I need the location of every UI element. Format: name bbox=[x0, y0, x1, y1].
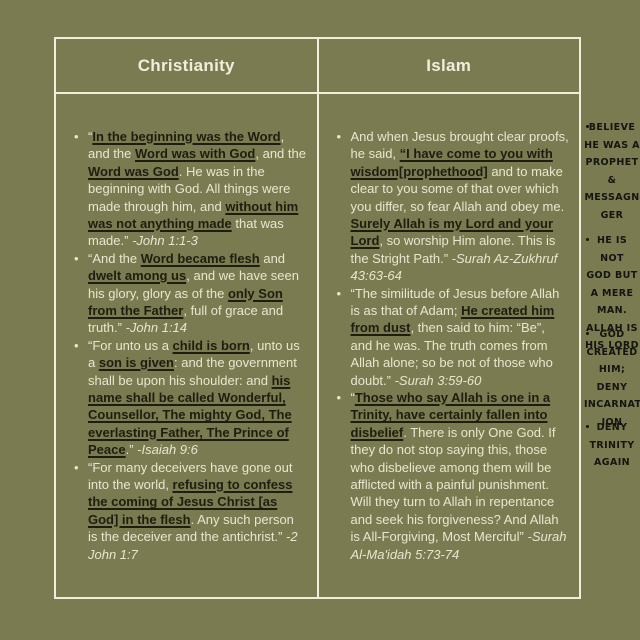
table-header-row: Christianity Islam bbox=[56, 39, 579, 94]
bullet-icon bbox=[586, 425, 589, 428]
verse-item: “For many deceivers have gone out into t… bbox=[74, 459, 307, 563]
annotation-deny-trinity: DENY TRINITY AGAIN bbox=[584, 419, 640, 472]
bullet-icon bbox=[586, 125, 589, 128]
annotation-line: & bbox=[607, 174, 617, 186]
annotation-line: GER bbox=[600, 209, 624, 221]
annotation-line: HE IS NOT bbox=[596, 235, 628, 264]
bullet-icon bbox=[586, 332, 589, 335]
annotation-line: PROPHET bbox=[585, 157, 639, 168]
header-islam: Islam bbox=[319, 39, 580, 92]
annotation-line: DENY bbox=[596, 422, 628, 433]
header-christianity-label: Christianity bbox=[137, 55, 235, 75]
annotation-line: HE WAS A bbox=[584, 139, 640, 151]
annotation-deny-incarnation: GOD CREATED HIM; DENY INCARNAT ION bbox=[584, 326, 640, 431]
verse-item: “Those who say Allah is one in a Trinity… bbox=[337, 389, 570, 563]
header-christianity: Christianity bbox=[56, 39, 319, 92]
annotation-line: INCARNAT bbox=[584, 399, 640, 410]
annotation-prophet-messenger: BELIEVE HE WAS A PROPHET & MESSAGN GER bbox=[584, 119, 640, 224]
header-islam-label: Islam bbox=[426, 55, 472, 75]
annotation-line: MAN. bbox=[597, 305, 627, 316]
verse-item: And when Jesus brought clear proofs, he … bbox=[337, 128, 570, 285]
annotation-line: GOD bbox=[599, 329, 625, 340]
bullet-icon bbox=[586, 238, 589, 241]
annotation-line: ALLAH IS bbox=[586, 322, 638, 334]
annotation-line: BELIEVE bbox=[588, 122, 636, 133]
verse-item: “The similitude of Jesus before Allah is… bbox=[337, 285, 570, 389]
annotation-line: ION bbox=[601, 416, 623, 428]
islam-verse-list: And when Jesus brought clear proofs, he … bbox=[319, 128, 580, 563]
annotation-line: MESSAGN bbox=[584, 192, 640, 203]
verse-item: “For unto us a child is born, unto us a … bbox=[74, 337, 307, 459]
christianity-verse-list: “In the beginning was the Word, and the … bbox=[56, 128, 317, 563]
annotation-line: HIM; DENY bbox=[596, 364, 628, 393]
table-body-row: “In the beginning was the Word, and the … bbox=[56, 94, 579, 597]
annotation-line: CREATED bbox=[586, 346, 638, 358]
annotation-line: AGAIN bbox=[594, 457, 630, 468]
comparison-table: Christianity Islam “In the beginning was… bbox=[54, 37, 581, 599]
margin-annotations: BELIEVE HE WAS A PROPHET & MESSAGN GER HE IS … bbox=[584, 0, 640, 640]
annotation-line: A MERE bbox=[590, 287, 634, 299]
verse-item: “In the beginning was the Word, and the … bbox=[74, 128, 307, 250]
annotation-line: GOD BUT bbox=[586, 270, 638, 281]
annotation-line: TRINITY bbox=[589, 439, 635, 451]
annotation-line: HIS LORD bbox=[585, 340, 639, 351]
annotation-not-god-mere-man: HE IS NOT GOD BUT A MERE MAN. ALLAH IS HIS LO… bbox=[584, 232, 640, 355]
verse-item: “And the Word became flesh and dwelt amo… bbox=[74, 250, 307, 337]
islam-cell: And when Jesus brought clear proofs, he … bbox=[319, 94, 580, 597]
christianity-cell: “In the beginning was the Word, and the … bbox=[56, 94, 319, 597]
